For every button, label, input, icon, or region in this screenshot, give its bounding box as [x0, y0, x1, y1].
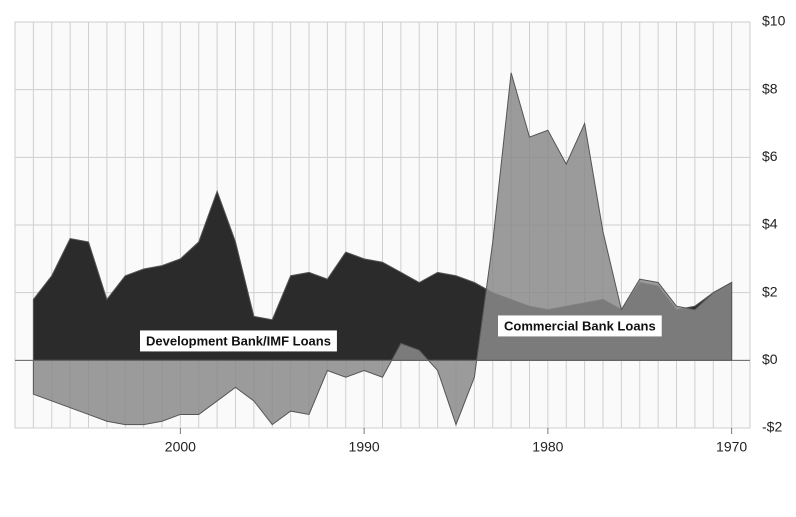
y-tick-label: $4 — [762, 216, 778, 232]
series-label-text: Development Bank/IMF Loans — [146, 333, 331, 348]
area — [32, 72, 733, 427]
series-label-text: Commercial Bank Loans — [504, 318, 656, 333]
y-tick-label: $10 — [762, 13, 786, 29]
y-tick-label: $2 — [762, 283, 778, 299]
y-tick-label: $0 — [762, 351, 778, 367]
x-tick-label: 2000 — [165, 439, 196, 455]
x-tick-label: 1990 — [349, 439, 380, 455]
y-tick-label: -$2 — [762, 419, 782, 435]
y-tick-label: $6 — [762, 148, 778, 164]
series-label-box — [498, 315, 662, 337]
series-label: Development Bank/IMF Loans — [140, 330, 337, 352]
x-tick-label: 1980 — [532, 439, 563, 455]
series-label-box — [140, 330, 337, 352]
y-tick-label: $8 — [762, 80, 778, 96]
series-label: Commercial Bank Loans — [498, 315, 662, 337]
x-tick-label: 1970 — [716, 439, 747, 455]
